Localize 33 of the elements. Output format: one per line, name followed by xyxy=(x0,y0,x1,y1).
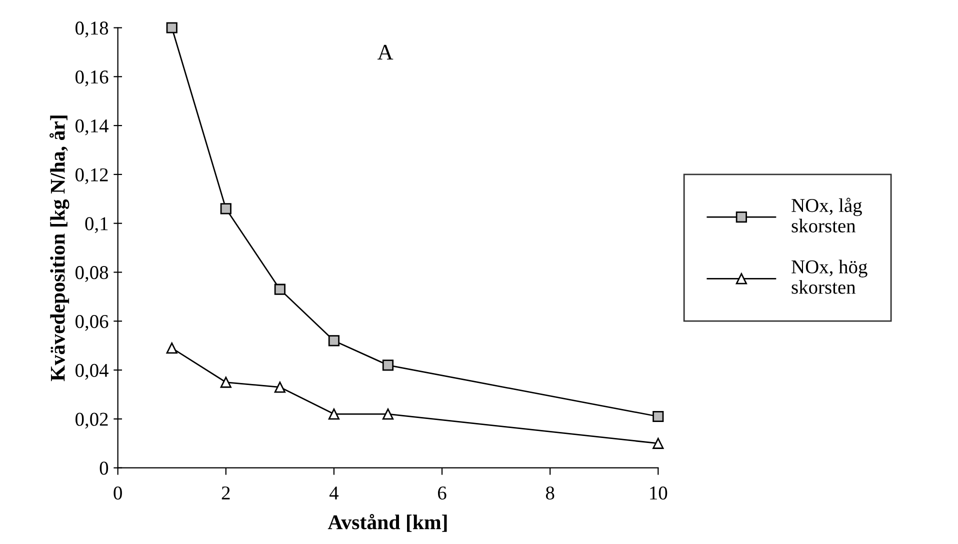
x-tick-label: 0 xyxy=(114,486,122,500)
point xyxy=(382,408,394,420)
point xyxy=(652,438,664,449)
point xyxy=(274,284,286,295)
x-tick-label: 10 xyxy=(650,486,668,500)
y-tick-label: 0,04 xyxy=(76,364,108,380)
y-tick-label: 0,02 xyxy=(76,412,108,429)
y-tick-label: 0,12 xyxy=(76,168,108,184)
point xyxy=(166,22,178,34)
y-tick-label: 0 xyxy=(100,462,108,475)
point xyxy=(652,410,664,422)
point xyxy=(382,360,394,371)
y-axis-title: Kvävedeposition [kg N/ha, år] xyxy=(50,116,70,382)
x-tick-label: 8 xyxy=(546,486,554,500)
point xyxy=(220,376,232,388)
y-tick-label: 0,1 xyxy=(85,217,108,234)
legend-label: NOx, hög skorsten xyxy=(792,260,868,294)
x-axis-title: Avstånd [km] xyxy=(328,514,447,532)
x-tick-label: 6 xyxy=(438,486,446,500)
point xyxy=(328,335,340,346)
y-tick-label: 0,16 xyxy=(76,70,108,86)
y-tick-label: 0,08 xyxy=(76,266,108,282)
x-tick-label: 2 xyxy=(222,486,230,500)
point xyxy=(166,342,178,354)
legend-label: NOx, låg skorsten xyxy=(792,198,862,232)
y-tick-label: 0,06 xyxy=(76,314,108,331)
point xyxy=(328,408,340,420)
x-tick-label: 4 xyxy=(329,486,339,500)
text: A xyxy=(377,44,394,60)
y-tick-label: 0,14 xyxy=(76,119,108,136)
point xyxy=(274,382,286,393)
point xyxy=(220,203,232,214)
y-tick-label: 0,18 xyxy=(76,22,108,38)
